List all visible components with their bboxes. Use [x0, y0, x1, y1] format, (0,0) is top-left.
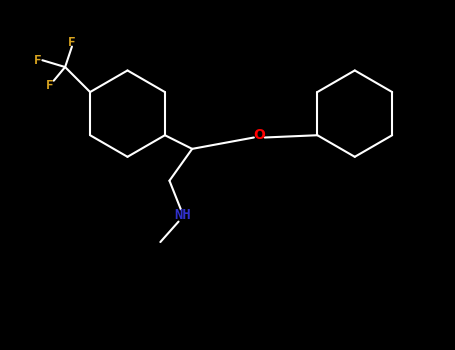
Text: O: O [253, 128, 265, 142]
Text: F: F [34, 54, 41, 67]
Text: F: F [46, 79, 53, 92]
Text: F: F [68, 36, 76, 49]
Text: NH: NH [175, 208, 192, 222]
